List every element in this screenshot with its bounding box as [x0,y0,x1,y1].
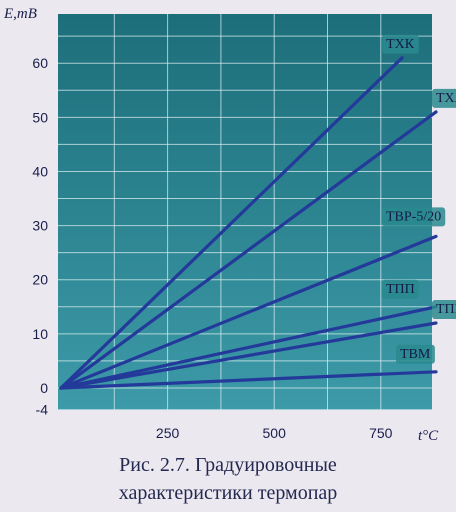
series-label-group: ТВР-5/20 [382,207,446,227]
y-axis-label: E,mB [3,6,37,22]
series-label: ТВМ [400,347,431,362]
series-label-group: ТПР 30/6 [432,300,456,320]
caption-line-2: характеристики термопар [118,482,338,504]
series-label-box [432,88,456,108]
series-label: ТХА [436,91,456,106]
x-axis-label: t°C [418,428,439,444]
series-label-box [382,34,419,54]
series-label: ТПР 30/6 [436,302,456,317]
y-tick-label: 40 [32,163,48,179]
series-label-group: ТХК [382,34,419,54]
x-tick-label: 750 [369,425,393,441]
grid [58,14,432,411]
y-tick-label: 60 [32,55,48,71]
y-tick-label: 30 [32,218,48,234]
series-lines [59,56,438,390]
series-line [59,305,438,390]
series-line [59,321,438,390]
y-tick-label: 50 [32,109,48,125]
series-label-box [396,344,435,364]
y-tick-label: -4 [36,402,49,418]
series-label-box [432,300,456,320]
x-tick-label: 250 [156,425,180,441]
series-label-group: ТПП [382,279,419,299]
y-tick-label: 0 [40,380,48,396]
series-label: ТПП [386,282,415,297]
series-label-group: ТХА [432,88,456,108]
series-line [59,110,438,390]
series-label: ТХК [386,37,415,52]
series-line [59,56,404,390]
series-line [59,234,438,390]
series-labels: ТХК ТХА ТВР-5/20 ТПП ТПР 30/6 ТВМ [382,34,456,364]
x-tick-label: 500 [263,425,287,441]
caption-line-1: Рис. 2.7. Градуировочные [119,454,337,476]
y-tick-label: 10 [32,326,48,342]
y-tick-label: 20 [32,272,48,288]
series-label: ТВР-5/20 [386,209,441,224]
series-line [59,370,438,390]
series-label-box [382,207,446,227]
series-label-group: ТВМ [396,344,435,364]
series-label-box [382,279,419,299]
